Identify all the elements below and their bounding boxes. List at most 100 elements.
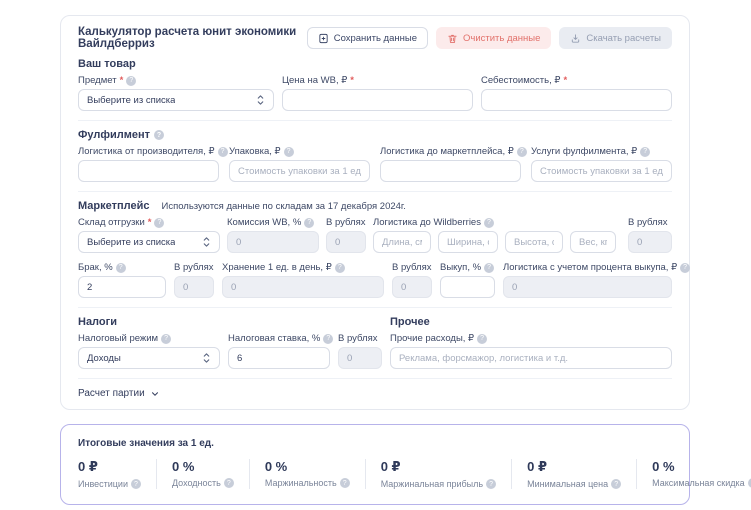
help-icon[interactable]: ? bbox=[516, 146, 527, 157]
help-icon[interactable]: ? bbox=[223, 478, 234, 488]
storage-rubles-field: В рублях bbox=[392, 262, 432, 298]
wb-logistics-field: Логистика до Wildberries? bbox=[373, 217, 621, 253]
help-icon[interactable]: ? bbox=[339, 478, 350, 488]
shipping-warehouse-select[interactable]: Выберите из списка bbox=[78, 231, 220, 253]
other-expenses-input[interactable] bbox=[390, 347, 672, 369]
help-icon[interactable]: ? bbox=[640, 146, 651, 157]
required-marker: * bbox=[563, 75, 568, 86]
metrics-row: 0 ₽ Инвестиции? 0 % Доходность? 0 % Марж… bbox=[78, 459, 751, 489]
commission-rubles-input bbox=[326, 231, 366, 253]
item-select-value: Выберите из списка bbox=[87, 94, 176, 106]
help-icon[interactable]: ? bbox=[483, 217, 494, 228]
divider bbox=[78, 378, 672, 379]
wb-price-input[interactable] bbox=[282, 89, 473, 111]
help-icon[interactable]: ? bbox=[130, 479, 141, 489]
cost-input[interactable] bbox=[481, 89, 672, 111]
help-icon[interactable]: ? bbox=[154, 217, 165, 228]
shipping-warehouse-field: Склад отгрузки *? Выберите из списка bbox=[78, 217, 220, 253]
in-rubles-label: В рублях bbox=[326, 217, 366, 228]
spacer bbox=[78, 253, 672, 262]
divider bbox=[78, 120, 672, 121]
logistics-to-marketplace-label: Логистика до маркетплейса, ₽ bbox=[380, 146, 514, 157]
logistics-from-producer-input[interactable] bbox=[78, 160, 219, 182]
tax-regime-field: Налоговый режим? Доходы bbox=[78, 333, 220, 369]
buyout-logistics-input bbox=[503, 276, 672, 298]
calculator-card: Калькулятор расчета юнит экономики Вайлд… bbox=[60, 15, 691, 410]
tax-rate-input[interactable] bbox=[228, 347, 330, 369]
metric-label: Максимальная скидка bbox=[652, 478, 745, 488]
batch-calculation-toggle[interactable]: Расчет партии bbox=[78, 388, 672, 399]
taxes-other-row: Налоговый режим? Доходы Налоговая ставка… bbox=[78, 333, 672, 369]
buyout-input[interactable] bbox=[440, 276, 495, 298]
help-icon[interactable]: ? bbox=[217, 146, 228, 157]
buyout-logistics-label: Логистика с учетом процента выкупа, ₽ bbox=[503, 262, 678, 273]
summary-card: Итоговые значения за 1 ед. 0 ₽ Инвестици… bbox=[60, 424, 751, 505]
tax-rubles-input bbox=[338, 347, 382, 369]
logistics-to-marketplace-input[interactable] bbox=[380, 160, 521, 182]
width-input[interactable] bbox=[438, 231, 498, 253]
help-icon[interactable]: ? bbox=[680, 262, 691, 273]
metric-label: Маржинальность bbox=[264, 478, 337, 488]
help-icon[interactable]: ? bbox=[486, 479, 497, 489]
fulfillment-services-input[interactable] bbox=[531, 160, 672, 182]
section-your-product: Ваш товар bbox=[78, 58, 136, 70]
length-input[interactable] bbox=[373, 231, 431, 253]
help-icon[interactable]: ? bbox=[115, 262, 126, 273]
tax-regime-select[interactable]: Доходы bbox=[78, 347, 220, 369]
logistics-from-producer-label: Логистика от производителя, ₽ bbox=[78, 146, 215, 157]
trash-icon bbox=[447, 33, 458, 44]
fulfillment-services-field: Услуги фулфилмента, ₽? bbox=[531, 146, 672, 182]
item-field: Предмет *? Выберите из списка bbox=[78, 75, 274, 111]
help-icon[interactable]: ? bbox=[154, 130, 165, 140]
help-icon[interactable]: ? bbox=[161, 333, 172, 344]
other-expenses-field: Прочие расходы, ₽? bbox=[390, 333, 672, 369]
header: Калькулятор расчета юнит экономики Вайлд… bbox=[78, 26, 672, 50]
save-data-button[interactable]: Сохранить данные bbox=[306, 27, 428, 49]
summary-heading: Итоговые значения за 1 ед. bbox=[78, 438, 214, 449]
metric-label: Инвестиции bbox=[78, 479, 128, 489]
cost-label: Себестоимость, ₽ bbox=[481, 75, 561, 86]
metric-value: 0 % bbox=[171, 459, 195, 474]
metric-label: Доходность bbox=[171, 478, 221, 488]
defect-field: Брак, %? bbox=[78, 262, 166, 298]
clear-button-label: Очистить данные bbox=[462, 32, 541, 44]
commission-rubles-field: В рублях bbox=[326, 217, 366, 253]
help-icon[interactable]: ? bbox=[484, 262, 495, 273]
section-other: Прочее bbox=[390, 316, 430, 328]
buyout-label: Выкуп, % bbox=[440, 262, 482, 273]
help-icon[interactable]: ? bbox=[304, 217, 315, 228]
metric-value: 0 ₽ bbox=[380, 459, 401, 474]
dimensions-group bbox=[373, 231, 621, 253]
shipping-warehouse-value: Выберите из списка bbox=[87, 236, 176, 248]
metric-label: Минимальная цена bbox=[527, 479, 609, 489]
help-icon[interactable]: ? bbox=[611, 479, 622, 489]
fulfillment-services-label: Услуги фулфилмента, ₽ bbox=[531, 146, 638, 157]
tax-rubles-field: В рублях bbox=[338, 333, 382, 369]
item-select[interactable]: Выберите из списка bbox=[78, 89, 274, 111]
defect-rubles-input bbox=[174, 276, 214, 298]
batch-calculation-label: Расчет партии bbox=[78, 388, 145, 399]
clear-data-button[interactable]: Очистить данные bbox=[435, 27, 552, 49]
save-button-label: Сохранить данные bbox=[333, 32, 417, 44]
help-icon[interactable]: ? bbox=[334, 262, 345, 273]
marketplace-row-2: Брак, %? В рублях Хранение 1 ед. в день,… bbox=[78, 262, 691, 298]
help-icon[interactable]: ? bbox=[283, 146, 294, 157]
metric-margin-profit: 0 ₽ Маржинальная прибыль? bbox=[364, 459, 511, 489]
defect-rubles-field: В рублях bbox=[174, 262, 214, 298]
defect-input[interactable] bbox=[78, 276, 166, 298]
chevron-down-icon bbox=[151, 391, 158, 396]
help-icon[interactable]: ? bbox=[323, 333, 334, 344]
height-input[interactable] bbox=[505, 231, 563, 253]
download-calculations-button[interactable]: Скачать расчеты bbox=[559, 27, 672, 49]
help-icon[interactable]: ? bbox=[477, 333, 488, 344]
other-expenses-label: Прочие расходы, ₽ bbox=[390, 333, 475, 344]
product-row: Предмет *? Выберите из списка Цена на WB,… bbox=[78, 75, 672, 111]
tax-rate-field: Налоговая ставка, %? bbox=[228, 333, 334, 369]
wb-logistics-label: Логистика до Wildberries bbox=[373, 217, 481, 228]
logistics-from-producer-field: Логистика от производителя, ₽? bbox=[78, 146, 228, 182]
help-icon[interactable]: ? bbox=[126, 75, 137, 86]
page-title: Калькулятор расчета юнит экономики Вайлд… bbox=[78, 26, 297, 50]
packaging-input[interactable] bbox=[229, 160, 370, 182]
weight-input[interactable] bbox=[570, 231, 616, 253]
metric-value: 0 % bbox=[652, 459, 675, 474]
